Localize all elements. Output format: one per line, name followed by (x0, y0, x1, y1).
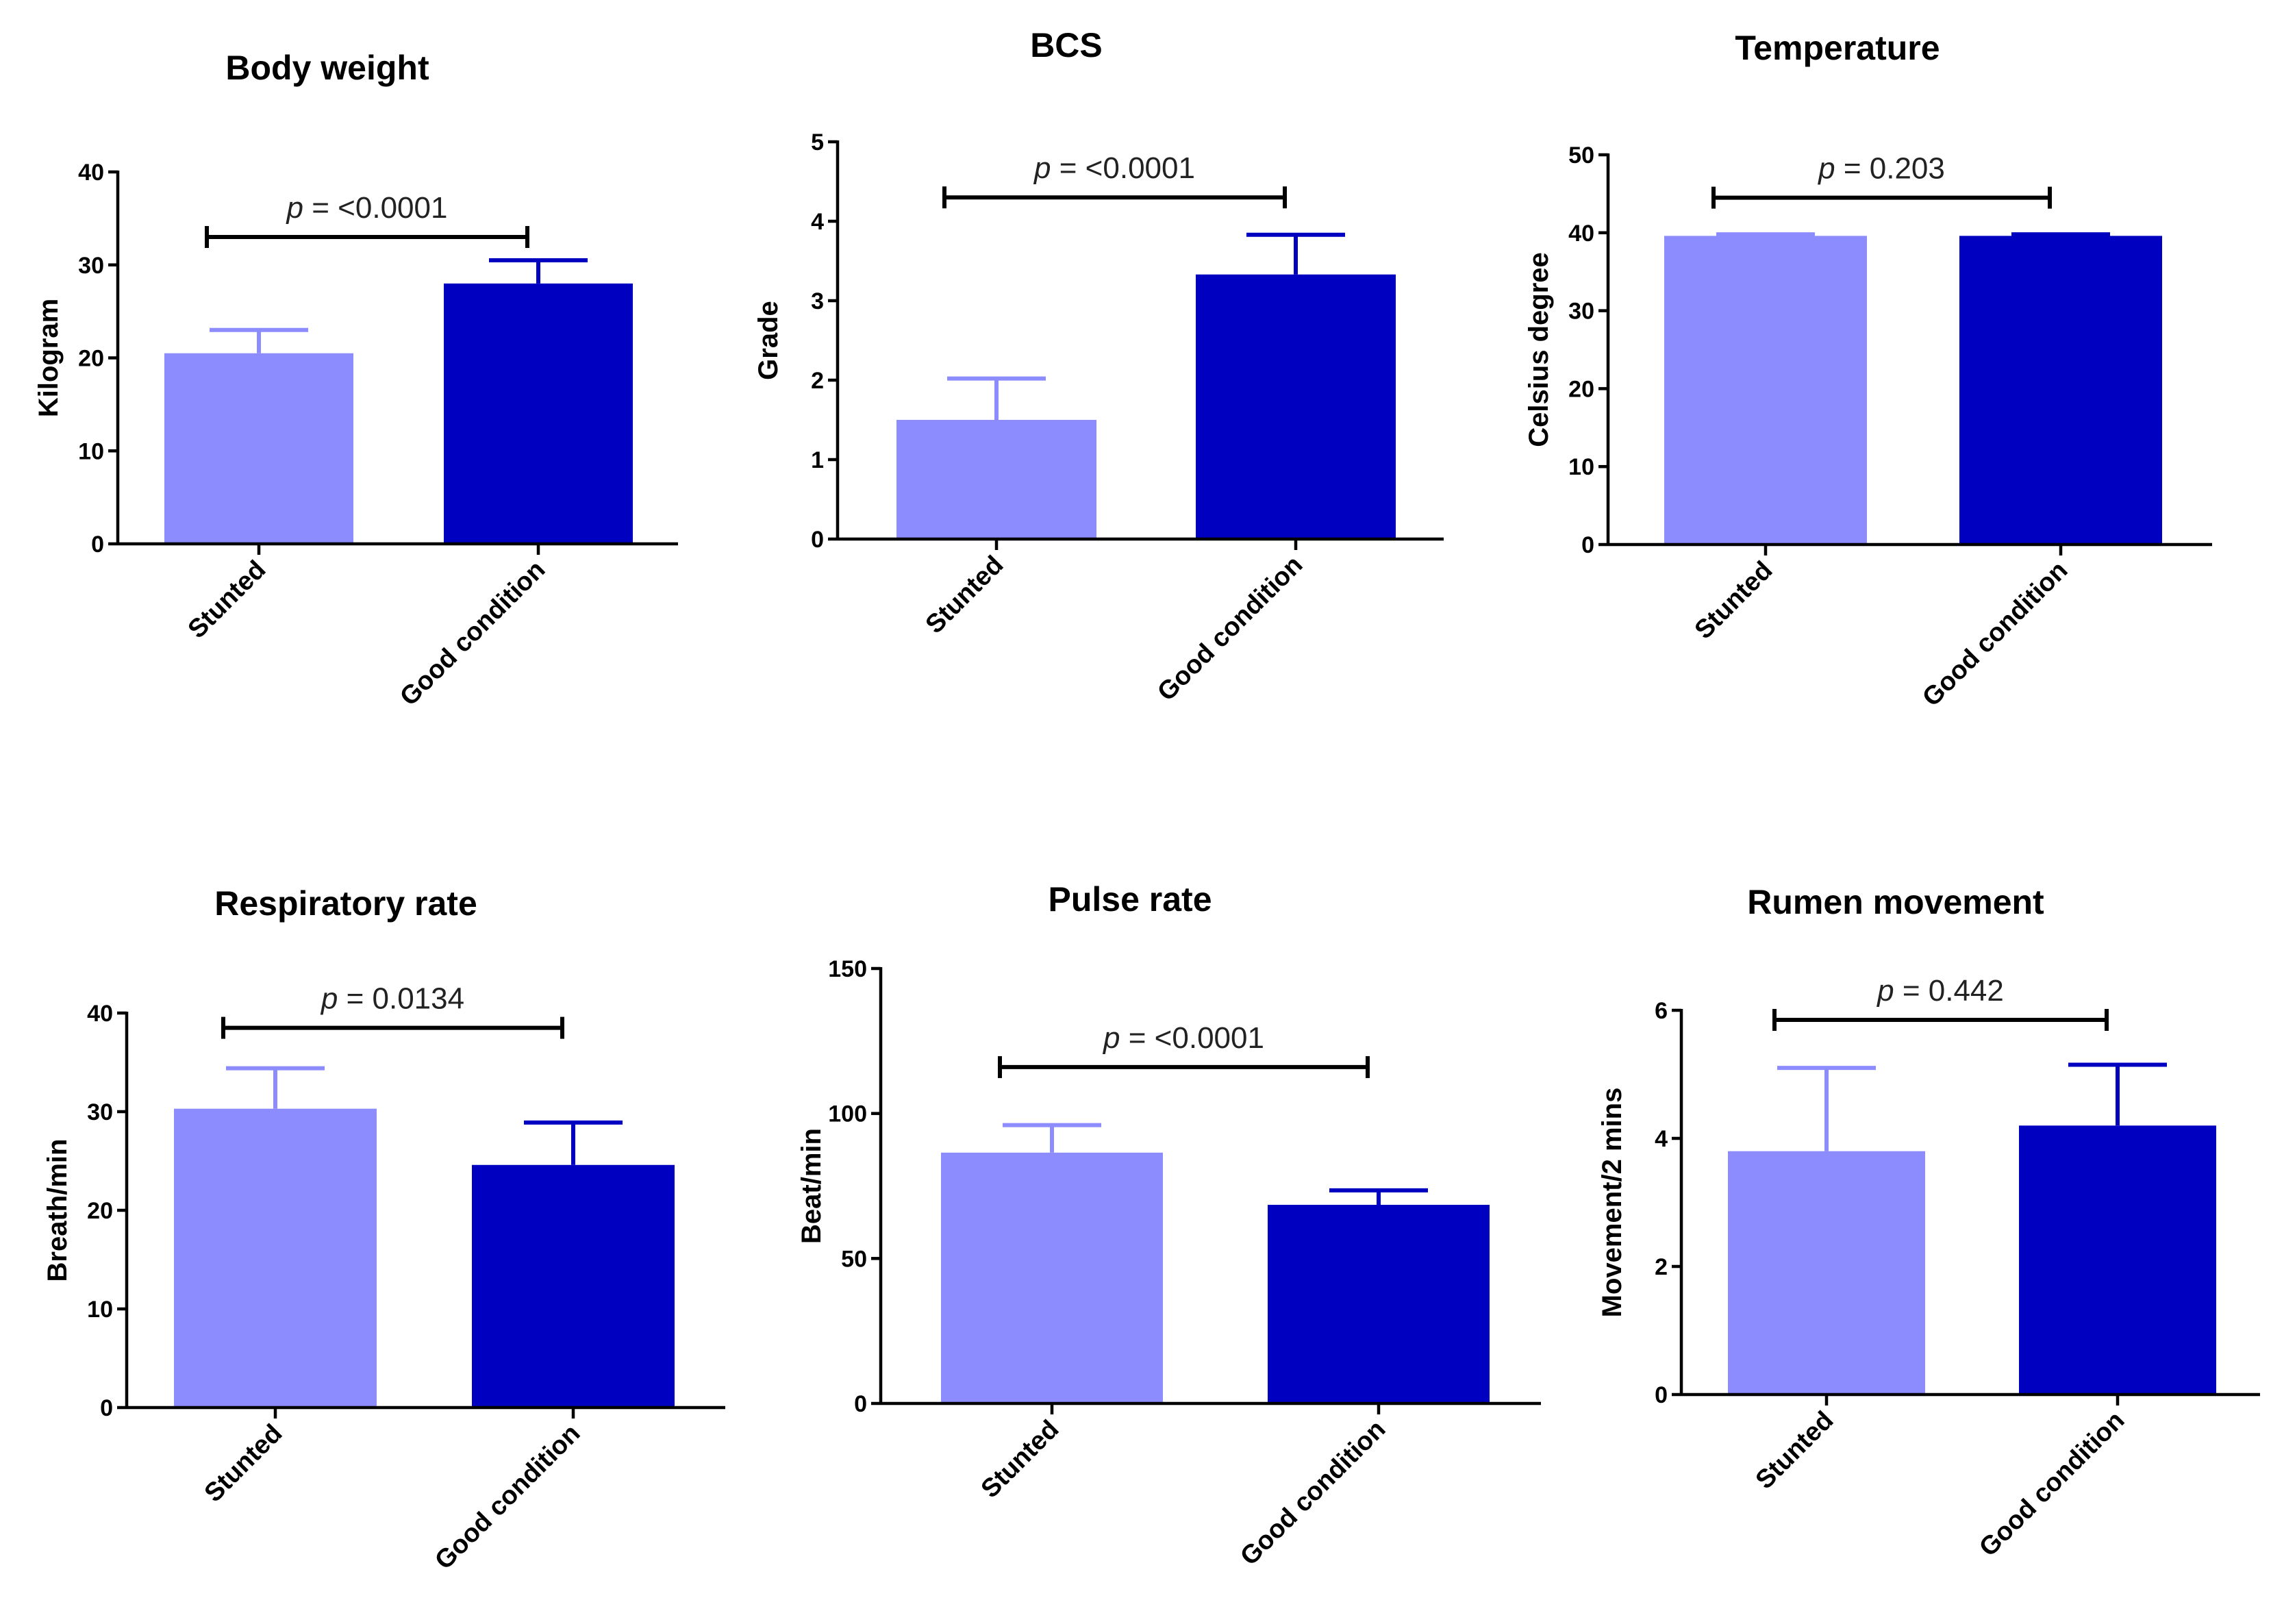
bar-good-condition (444, 283, 633, 544)
y-tick-label: 0 (1655, 1382, 1668, 1408)
chart-title: Body weight (225, 49, 429, 87)
x-tick-label: Good condition (1917, 556, 2073, 712)
bar-stunted (941, 1152, 1163, 1403)
panel-2: BCS 0 1 2 3 4 5 Grade Stunted Good condition p = <… (753, 26, 1444, 707)
x-tick-label: Good condition (394, 555, 551, 712)
y-tick-label: 40 (87, 1001, 113, 1027)
x-tick-label: Stunted (976, 1415, 1065, 1504)
y-tick-label: 0 (854, 1391, 867, 1417)
y-tick-label: 150 (828, 956, 867, 982)
y-axis-label: Beat/min (796, 1128, 827, 1244)
p-symbol: p (286, 191, 303, 225)
x-tick-label: Good condition (429, 1419, 586, 1575)
p-symbol: p (1102, 1021, 1120, 1055)
p-value: = <0.0001 (1051, 151, 1195, 185)
y-tick-label: 0 (811, 527, 824, 553)
panel-5: Pulse rate 0 50 100 150 Beat/min Stunted Good c… (796, 880, 1541, 1571)
bar-stunted (896, 420, 1096, 539)
chart-title: Respiratory rate (214, 884, 477, 923)
bar-stunted (164, 353, 353, 544)
y-tick-label: 40 (1568, 221, 1594, 247)
x-tick-label: Stunted (183, 555, 272, 645)
bar-good-condition (1196, 274, 1396, 539)
y-tick-label: 4 (1655, 1126, 1668, 1152)
p-value-label: p = <0.0001 (1033, 151, 1195, 185)
bar-good-condition (472, 1164, 675, 1408)
y-axis-label: Grade (753, 301, 783, 380)
x-tick-label: Stunted (1690, 556, 1779, 645)
p-value-label: p = <0.0001 (1102, 1021, 1264, 1055)
panel-1: Body weight 0 10 20 30 40 Kilogram Stunted Good … (34, 49, 678, 712)
panel-6: Rumen movement 0 2 4 6 Movement/2 mins Stunted… (1597, 883, 2260, 1562)
y-tick-label: 3 (811, 288, 824, 314)
p-value-label: p = 0.203 (1817, 152, 1945, 186)
y-tick-label: 0 (100, 1395, 113, 1421)
y-tick-label: 30 (87, 1099, 113, 1125)
y-tick-label: 20 (87, 1198, 113, 1224)
y-axis-label: Celsius degree (1524, 252, 1554, 447)
chart-title: Temperature (1735, 29, 1940, 67)
x-tick-label: Stunted (1751, 1406, 1840, 1495)
panel-4: Respiratory rate 0 10 20 30 40 Breath/min Stunt… (42, 884, 725, 1575)
p-value-label: p = 0.442 (1876, 974, 2004, 1008)
x-tick-label: Good condition (1152, 551, 1308, 707)
x-tick-label: Stunted (920, 551, 1009, 640)
chart-title: BCS (1030, 26, 1103, 64)
p-symbol: p (1876, 974, 1894, 1008)
y-axis-label: Kilogram (34, 299, 64, 417)
y-tick-label: 30 (1568, 299, 1594, 325)
p-value: = <0.0001 (1120, 1021, 1264, 1055)
x-tick-label: Stunted (199, 1419, 288, 1508)
y-tick-label: 6 (1655, 998, 1668, 1024)
p-value: = <0.0001 (303, 191, 447, 225)
bar-stunted (1728, 1151, 1925, 1395)
x-tick-label: Good condition (1235, 1415, 1391, 1571)
y-tick-label: 20 (1568, 376, 1594, 402)
x-tick-label: Good condition (1974, 1406, 2130, 1562)
y-tick-label: 20 (78, 346, 104, 372)
p-value: = 0.203 (1835, 152, 1945, 186)
bar-good-condition (1268, 1205, 1490, 1403)
y-tick-label: 10 (78, 438, 104, 464)
p-symbol: p (1033, 151, 1051, 185)
p-value-label: p = <0.0001 (286, 191, 448, 225)
y-tick-label: 40 (78, 160, 104, 186)
p-value-label: p = 0.0134 (320, 982, 464, 1016)
y-tick-label: 100 (828, 1101, 867, 1127)
chart-title: Pulse rate (1048, 880, 1212, 919)
y-tick-label: 0 (1581, 532, 1594, 558)
y-tick-label: 10 (1568, 454, 1594, 480)
y-tick-label: 50 (1568, 142, 1594, 168)
p-value: = 0.0134 (338, 982, 464, 1016)
bar-stunted (174, 1108, 377, 1408)
y-tick-label: 10 (87, 1297, 113, 1323)
y-tick-label: 50 (841, 1246, 867, 1272)
bar-good-condition (2019, 1125, 2216, 1395)
p-symbol: p (320, 982, 338, 1016)
y-tick-label: 30 (78, 253, 104, 279)
bar-good-condition (1959, 236, 2162, 545)
bar-stunted (1664, 236, 1867, 545)
chart-title: Rumen movement (1747, 883, 2044, 921)
y-tick-label: 5 (811, 129, 824, 155)
y-tick-label: 0 (91, 532, 104, 558)
y-axis-label: Movement/2 mins (1597, 1088, 1627, 1318)
p-symbol: p (1817, 152, 1835, 186)
panel-3: Temperature 0 10 20 30 40 50 Celsius degree Stun… (1524, 29, 2212, 712)
y-axis-label: Breath/min (42, 1139, 73, 1282)
p-value: = 0.442 (1894, 974, 2004, 1008)
y-tick-label: 4 (811, 209, 824, 235)
y-tick-label: 2 (811, 368, 824, 394)
y-tick-label: 2 (1655, 1254, 1668, 1280)
y-tick-label: 1 (811, 447, 824, 473)
